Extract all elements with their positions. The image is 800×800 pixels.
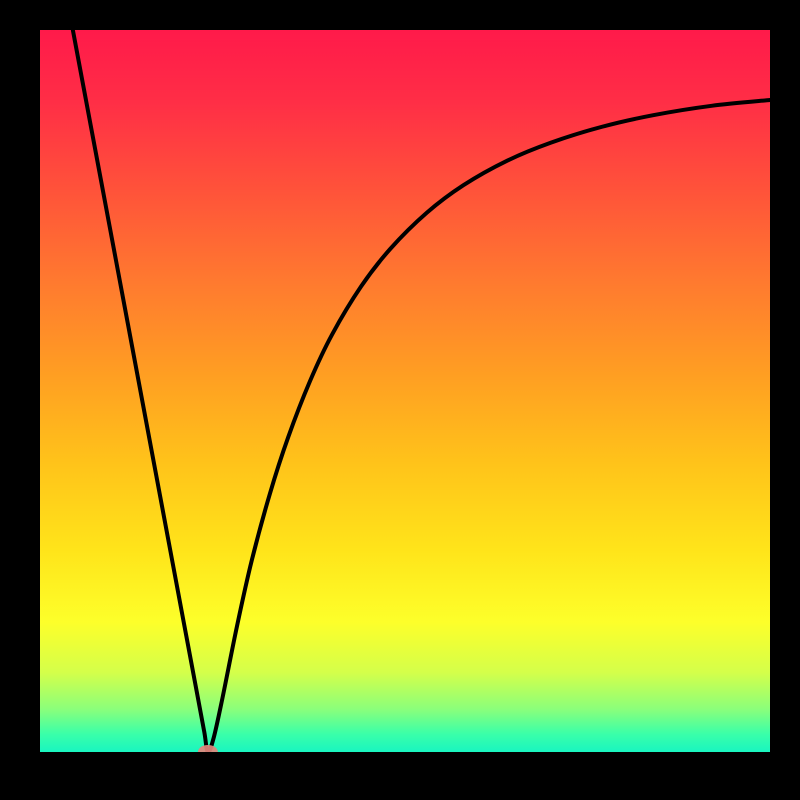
chart-svg [0, 0, 800, 800]
chart-frame [0, 752, 800, 800]
chart-frame [770, 0, 800, 800]
chart-frame [0, 0, 40, 800]
chart-frame [0, 0, 800, 30]
chart-root: TheBottleneck.com [0, 0, 800, 800]
gradient-background [40, 30, 770, 752]
